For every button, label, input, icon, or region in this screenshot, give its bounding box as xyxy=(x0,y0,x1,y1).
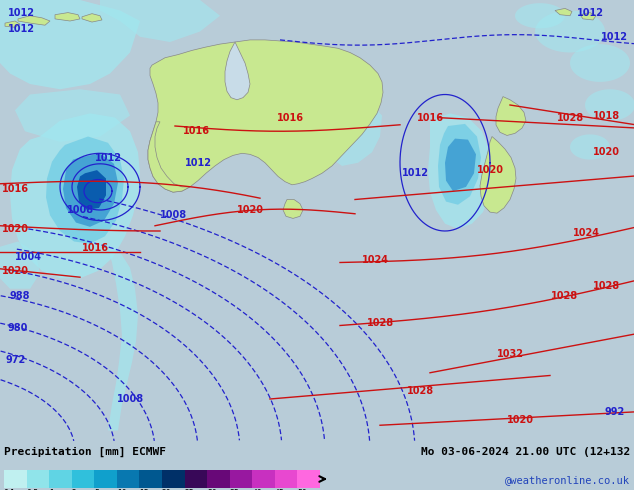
Polygon shape xyxy=(148,122,190,192)
Text: 988: 988 xyxy=(10,291,30,301)
Text: 5: 5 xyxy=(94,489,99,490)
Polygon shape xyxy=(63,153,118,227)
Polygon shape xyxy=(428,113,493,229)
Text: 972: 972 xyxy=(6,355,26,365)
Polygon shape xyxy=(0,0,140,89)
Text: @weatheronline.co.uk: @weatheronline.co.uk xyxy=(505,475,630,485)
Bar xyxy=(27,470,49,488)
Polygon shape xyxy=(55,13,80,21)
Polygon shape xyxy=(480,137,516,213)
Polygon shape xyxy=(148,40,383,192)
Polygon shape xyxy=(100,0,220,42)
Text: 992: 992 xyxy=(605,407,625,416)
Text: 1004: 1004 xyxy=(15,252,42,262)
Text: 25: 25 xyxy=(184,489,194,490)
Text: 45: 45 xyxy=(275,489,285,490)
Text: 1020: 1020 xyxy=(507,415,533,425)
Polygon shape xyxy=(5,21,20,27)
Text: 1028: 1028 xyxy=(557,113,583,122)
Text: 0.1: 0.1 xyxy=(4,489,16,490)
Text: 0.5: 0.5 xyxy=(27,489,39,490)
Bar xyxy=(4,470,27,488)
Text: 1016: 1016 xyxy=(276,113,304,122)
Text: 1012: 1012 xyxy=(185,158,212,168)
Polygon shape xyxy=(108,247,138,431)
Text: 1012: 1012 xyxy=(601,32,628,42)
Polygon shape xyxy=(10,113,140,278)
Bar xyxy=(297,470,320,488)
Text: 2: 2 xyxy=(72,489,77,490)
Bar xyxy=(275,470,297,488)
Bar xyxy=(162,470,184,488)
Text: 1008: 1008 xyxy=(117,394,143,404)
Polygon shape xyxy=(82,14,102,22)
Polygon shape xyxy=(555,8,572,16)
Polygon shape xyxy=(322,100,382,166)
Bar xyxy=(94,470,117,488)
Text: 1012: 1012 xyxy=(8,8,35,18)
Text: Mo 03-06-2024 21.00 UTC (12+132: Mo 03-06-2024 21.00 UTC (12+132 xyxy=(421,447,630,457)
Text: 1012: 1012 xyxy=(401,168,429,178)
Text: 1012: 1012 xyxy=(8,24,35,34)
Text: 1028: 1028 xyxy=(593,281,620,291)
Bar xyxy=(139,470,162,488)
Text: 1028: 1028 xyxy=(552,291,579,301)
Text: 1024: 1024 xyxy=(361,255,389,266)
Polygon shape xyxy=(438,124,481,205)
Polygon shape xyxy=(225,42,250,100)
Text: 1012: 1012 xyxy=(576,8,604,18)
Text: 50: 50 xyxy=(297,489,307,490)
Polygon shape xyxy=(0,242,40,289)
Text: 1020: 1020 xyxy=(2,266,29,276)
Text: 1020: 1020 xyxy=(236,205,264,215)
Text: 980: 980 xyxy=(8,322,29,333)
Bar xyxy=(72,470,94,488)
Bar xyxy=(207,470,230,488)
Text: 1020: 1020 xyxy=(593,147,620,157)
Text: 15: 15 xyxy=(139,489,149,490)
Text: 1020: 1020 xyxy=(2,224,29,234)
Bar xyxy=(230,470,252,488)
Text: 40: 40 xyxy=(252,489,262,490)
Polygon shape xyxy=(496,97,526,135)
Text: 1032: 1032 xyxy=(496,349,524,359)
Text: 1028: 1028 xyxy=(406,386,434,395)
Text: 1018: 1018 xyxy=(593,111,620,121)
Polygon shape xyxy=(570,44,630,82)
Text: 1016: 1016 xyxy=(2,184,29,194)
Polygon shape xyxy=(515,3,565,28)
Polygon shape xyxy=(580,13,596,20)
Polygon shape xyxy=(283,199,303,219)
Text: 1008: 1008 xyxy=(160,210,187,220)
Polygon shape xyxy=(535,10,605,52)
Text: 1008: 1008 xyxy=(67,205,94,215)
Polygon shape xyxy=(46,137,124,244)
Text: 1016: 1016 xyxy=(417,113,444,122)
Text: 30: 30 xyxy=(207,489,217,490)
Text: 35: 35 xyxy=(230,489,240,490)
Text: 1012: 1012 xyxy=(94,152,122,163)
Text: 1028: 1028 xyxy=(366,318,394,328)
Text: 20: 20 xyxy=(162,489,172,490)
Text: 1016: 1016 xyxy=(183,126,209,136)
Polygon shape xyxy=(15,89,130,142)
Polygon shape xyxy=(570,134,610,160)
Polygon shape xyxy=(77,170,106,210)
Polygon shape xyxy=(445,139,476,191)
Text: 1024: 1024 xyxy=(573,228,600,238)
Text: 1: 1 xyxy=(49,489,54,490)
Text: 10: 10 xyxy=(117,489,126,490)
Text: 1020: 1020 xyxy=(477,165,503,175)
Bar xyxy=(117,470,139,488)
Polygon shape xyxy=(585,89,634,121)
Text: 1016: 1016 xyxy=(82,243,108,253)
Bar xyxy=(184,470,207,488)
Bar xyxy=(252,470,275,488)
Text: Precipitation [mm] ECMWF: Precipitation [mm] ECMWF xyxy=(4,447,166,457)
Bar xyxy=(49,470,72,488)
Polygon shape xyxy=(18,16,50,25)
